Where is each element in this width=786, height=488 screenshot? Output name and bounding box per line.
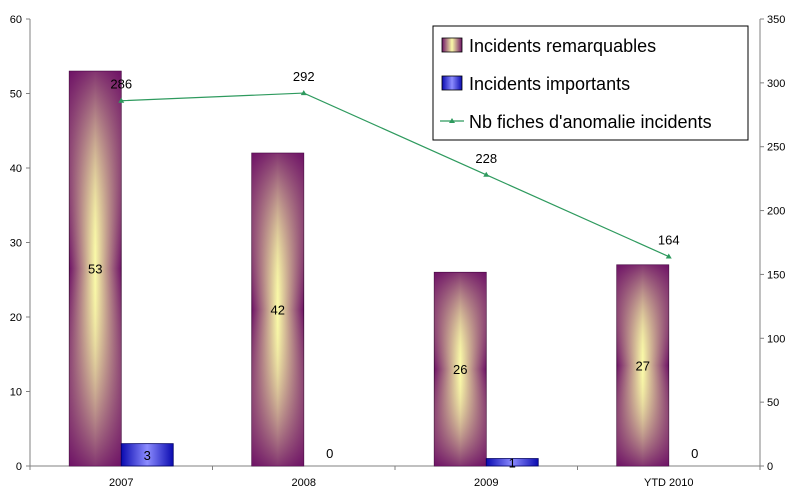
right-tick-label: 50	[767, 397, 779, 409]
left-tick-label: 0	[16, 461, 22, 473]
line-fiches	[121, 92, 669, 258]
legend-label-remarquables: Incidents remarquables	[469, 36, 656, 56]
marker-fiches	[118, 97, 125, 103]
right-tick-label: 350	[767, 14, 785, 26]
legend-swatch-importants	[441, 75, 463, 91]
x-tick-label: 2009	[474, 477, 498, 488]
left-tick-label: 50	[10, 89, 22, 101]
legend-box	[432, 25, 749, 141]
bar-remarquables-shade	[69, 71, 122, 467]
bar-remarquables-shade	[434, 272, 487, 466]
label-remarquables: 42	[271, 303, 285, 318]
x-tick-label: YTD 2010	[644, 477, 694, 488]
right-axis-ticks: 0 50 100 150 200 250 300 350	[760, 14, 785, 473]
legend-label-fiches: Nb fiches d'anomalie incidents	[469, 112, 712, 132]
label-importants: 1	[509, 455, 516, 470]
right-tick-label: 100	[767, 333, 785, 345]
x-tick-label: 2007	[109, 477, 133, 488]
legend-label-importants: Incidents importants	[469, 74, 630, 94]
right-tick-label: 150	[767, 269, 785, 281]
bar-importants	[485, 458, 539, 467]
marker-fiches	[483, 171, 490, 177]
label-remarquables: 27	[636, 358, 650, 373]
bar-importants	[120, 443, 174, 467]
label-fiches: 164	[658, 233, 680, 248]
marker-fiches	[300, 90, 307, 96]
legend-marker-fiches	[449, 118, 455, 123]
legend: Incidents remarquables Incidents importa…	[432, 25, 749, 141]
data-labels: 53 3 42 0 26 1 27 0 286 292 228 164	[88, 69, 698, 470]
left-tick-label: 10	[10, 387, 22, 399]
label-remarquables: 53	[88, 262, 102, 277]
x-axis-ticks: 2007 2008 2009 YTD 2010	[29, 466, 761, 488]
label-fiches: 292	[293, 69, 315, 84]
right-tick-label: 300	[767, 78, 785, 90]
left-tick-label: 40	[10, 163, 22, 175]
left-tick-label: 30	[10, 238, 22, 250]
label-importants: 3	[144, 448, 151, 463]
left-axis-ticks: 0 10 20 30 40 50 60	[10, 14, 30, 473]
label-importants: 0	[326, 446, 333, 461]
label-fiches: 286	[110, 77, 132, 92]
bar-remarquables-shade	[616, 264, 669, 466]
right-tick-label: 0	[767, 461, 773, 473]
bar-remarquables-shade	[251, 153, 304, 466]
bars	[68, 70, 670, 467]
line-series	[118, 90, 672, 259]
left-tick-label: 60	[10, 14, 22, 26]
label-fiches: 228	[475, 151, 497, 166]
x-tick-label: 2008	[292, 477, 316, 488]
right-tick-label: 200	[767, 206, 785, 218]
legend-swatch-remarquables	[441, 37, 463, 53]
label-importants: 0	[691, 446, 698, 461]
right-tick-label: 250	[767, 142, 785, 154]
marker-fiches	[665, 253, 672, 259]
label-remarquables: 26	[453, 362, 467, 377]
left-tick-label: 20	[10, 312, 22, 324]
